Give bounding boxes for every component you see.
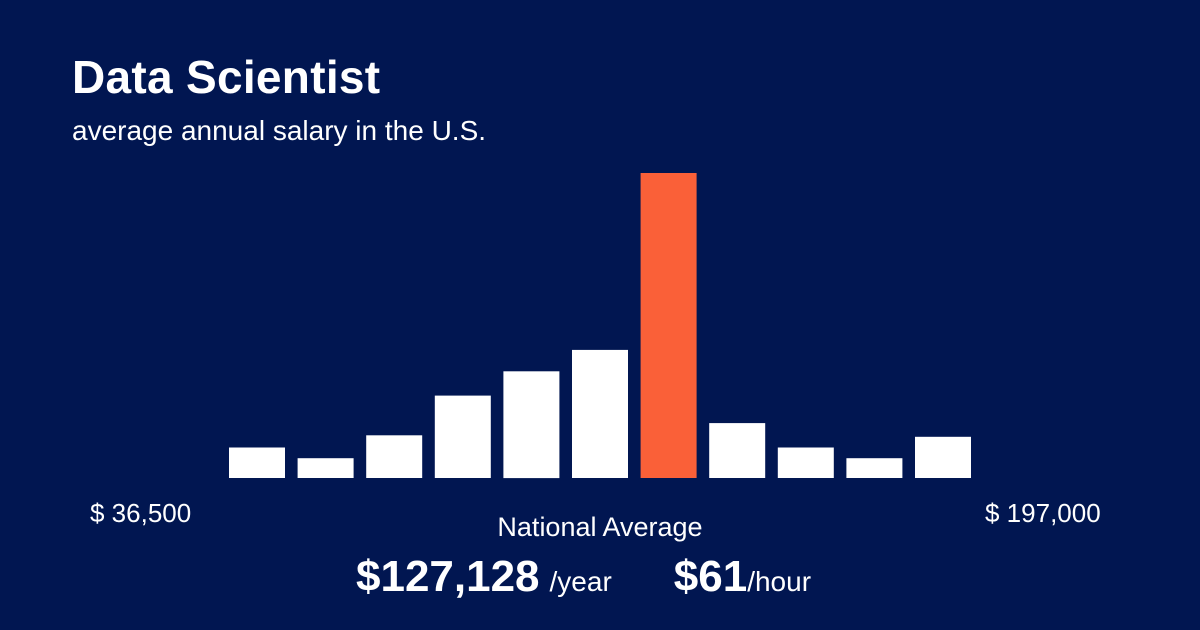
histogram-bar <box>846 458 903 478</box>
histogram-bar <box>434 395 491 478</box>
histogram-bar <box>229 447 285 478</box>
salary-stats: $127,128 /year $61 /hour <box>356 552 811 612</box>
histogram-bar <box>915 436 971 478</box>
histogram-bar-highlighted <box>640 173 697 478</box>
hourly-wage-value: $61 <box>673 552 748 601</box>
histogram-bar <box>777 447 834 478</box>
histogram-bar <box>503 371 560 479</box>
annual-salary-unit: /year <box>549 566 612 597</box>
annual-salary-value: $127,128 <box>356 552 540 601</box>
histogram-bar <box>297 458 354 478</box>
national-average-label: National Average <box>497 512 703 542</box>
chart-subtitle: average annual salary in the U.S. <box>72 115 487 146</box>
histogram-bar <box>572 349 628 478</box>
salary-max-label: $ 197,000 <box>985 498 1101 528</box>
histogram-bar <box>709 423 766 478</box>
hourly-wage-unit: /hour <box>747 566 812 597</box>
chart-title: Data Scientist <box>72 51 381 103</box>
histogram-bar <box>366 435 423 478</box>
salary-min-label: $ 36,500 <box>90 498 192 528</box>
